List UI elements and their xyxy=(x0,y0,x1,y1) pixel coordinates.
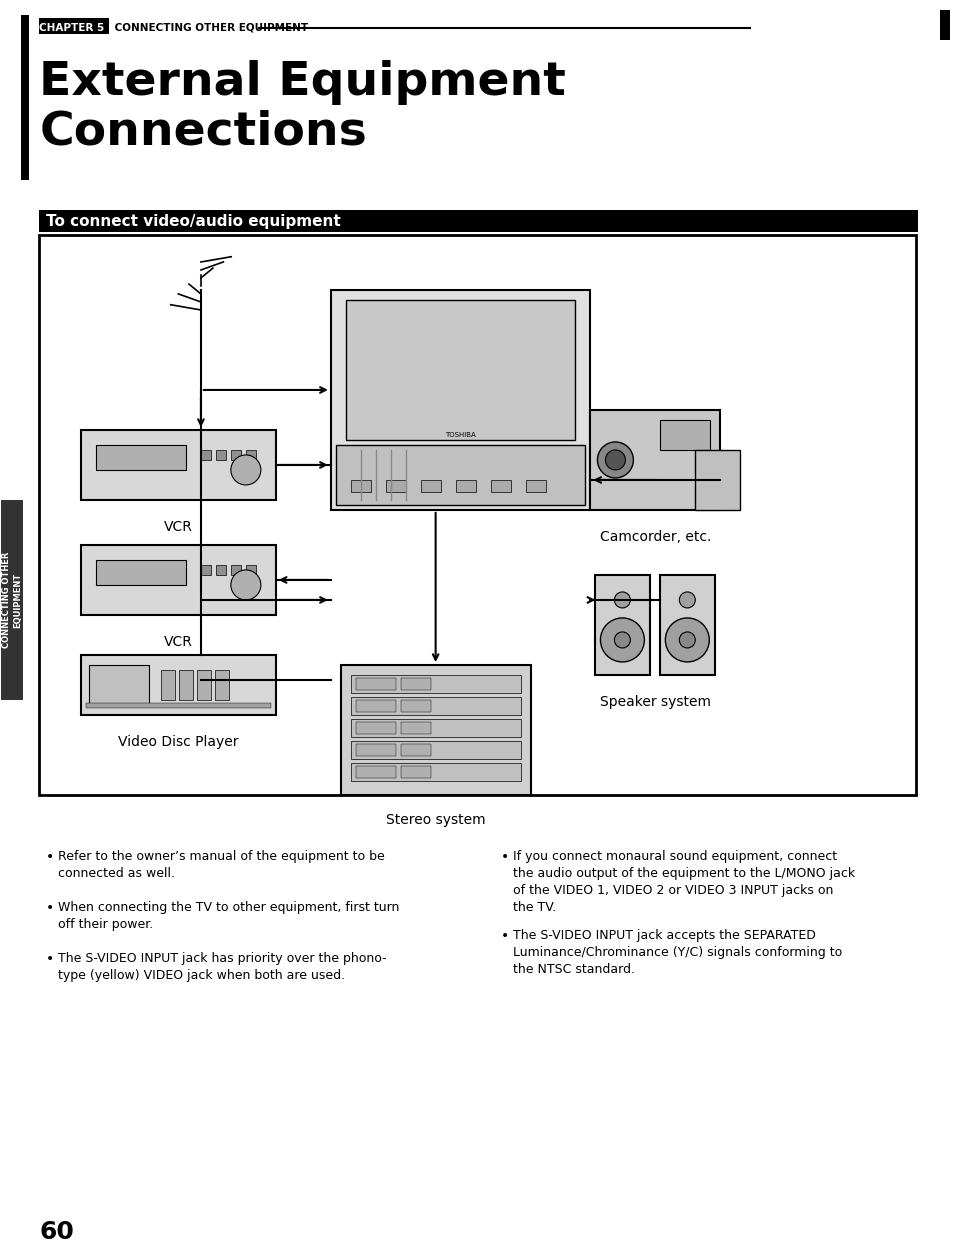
Bar xyxy=(335,445,585,505)
Circle shape xyxy=(679,632,695,648)
Circle shape xyxy=(597,442,633,478)
Bar xyxy=(355,722,395,734)
Bar xyxy=(215,450,226,460)
Bar xyxy=(81,430,275,500)
Circle shape xyxy=(664,618,709,662)
Bar xyxy=(659,575,715,676)
Bar xyxy=(89,666,149,704)
Text: •: • xyxy=(46,849,54,864)
Text: Stereo system: Stereo system xyxy=(385,813,485,827)
Bar xyxy=(400,744,430,756)
Bar xyxy=(81,656,275,714)
Text: The S-VIDEO INPUT jack has priority over the phono-
type (yellow) VIDEO jack whe: The S-VIDEO INPUT jack has priority over… xyxy=(58,952,386,982)
Text: Camcorder, etc.: Camcorder, etc. xyxy=(599,530,710,544)
Circle shape xyxy=(679,592,695,608)
Text: External Equipment: External Equipment xyxy=(39,60,565,105)
Text: •: • xyxy=(46,952,54,966)
Text: Refer to the owner’s manual of the equipment to be
connected as well.: Refer to the owner’s manual of the equip… xyxy=(58,849,384,879)
Bar xyxy=(351,697,520,714)
Bar xyxy=(456,480,476,492)
Bar xyxy=(201,565,211,575)
Bar xyxy=(345,300,575,440)
Bar xyxy=(420,480,440,492)
Bar xyxy=(351,763,520,781)
Bar xyxy=(96,560,186,585)
Text: CHAPTER 5: CHAPTER 5 xyxy=(39,23,104,33)
Text: Video Disc Player: Video Disc Player xyxy=(117,734,238,749)
Bar xyxy=(400,699,430,712)
Bar xyxy=(86,703,271,708)
Text: If you connect monaural sound equipment, connect
the audio output of the equipme: If you connect monaural sound equipment,… xyxy=(512,849,854,914)
Bar xyxy=(355,744,395,756)
Bar xyxy=(385,480,405,492)
Bar xyxy=(351,480,371,492)
Text: Connections: Connections xyxy=(39,110,367,155)
Bar xyxy=(595,575,650,676)
Bar xyxy=(21,15,30,180)
Text: •: • xyxy=(500,929,508,943)
Bar xyxy=(351,676,520,693)
Circle shape xyxy=(231,570,260,600)
Bar xyxy=(331,290,590,510)
Bar xyxy=(351,719,520,737)
Bar xyxy=(39,235,915,794)
Text: Speaker system: Speaker system xyxy=(599,694,710,709)
Bar xyxy=(939,10,949,40)
Bar xyxy=(214,671,229,699)
Bar xyxy=(340,666,530,794)
Bar xyxy=(1,500,23,699)
Text: •: • xyxy=(500,849,508,864)
Bar xyxy=(161,671,174,699)
Bar xyxy=(659,420,710,450)
Bar xyxy=(490,480,510,492)
Bar xyxy=(400,766,430,778)
Text: 60: 60 xyxy=(39,1220,74,1243)
Bar xyxy=(39,210,917,231)
Bar xyxy=(96,445,186,470)
Text: TOSHIBA: TOSHIBA xyxy=(445,432,476,438)
Bar xyxy=(351,741,520,759)
Text: To connect video/audio equipment: To connect video/audio equipment xyxy=(46,214,340,229)
Text: VCR: VCR xyxy=(163,636,193,649)
Bar xyxy=(695,450,740,510)
Circle shape xyxy=(614,632,630,648)
Bar xyxy=(590,410,720,510)
Bar xyxy=(81,545,275,615)
Bar xyxy=(215,565,226,575)
Bar xyxy=(355,766,395,778)
Bar xyxy=(231,450,240,460)
Text: CONNECTING OTHER
EQUIPMENT: CONNECTING OTHER EQUIPMENT xyxy=(3,552,22,648)
Circle shape xyxy=(614,592,630,608)
Bar xyxy=(179,671,193,699)
Bar xyxy=(400,678,430,691)
Text: VCR: VCR xyxy=(163,520,193,534)
Bar xyxy=(201,450,211,460)
Bar xyxy=(525,480,545,492)
Circle shape xyxy=(605,450,625,470)
Bar xyxy=(39,18,109,34)
Bar xyxy=(400,722,430,734)
Bar xyxy=(246,565,255,575)
Bar xyxy=(355,678,395,691)
Bar xyxy=(196,671,211,699)
Bar xyxy=(231,565,240,575)
Bar xyxy=(355,699,395,712)
Text: When connecting the TV to other equipment, first turn
off their power.: When connecting the TV to other equipmen… xyxy=(58,901,399,931)
Text: The S-VIDEO INPUT jack accepts the SEPARATED
Luminance/Chrominance (Y/C) signals: The S-VIDEO INPUT jack accepts the SEPAR… xyxy=(512,929,841,976)
Circle shape xyxy=(231,455,260,485)
Bar xyxy=(246,450,255,460)
Text: •: • xyxy=(46,901,54,914)
Text: CONNECTING OTHER EQUIPMENT: CONNECTING OTHER EQUIPMENT xyxy=(111,23,308,33)
Circle shape xyxy=(599,618,643,662)
